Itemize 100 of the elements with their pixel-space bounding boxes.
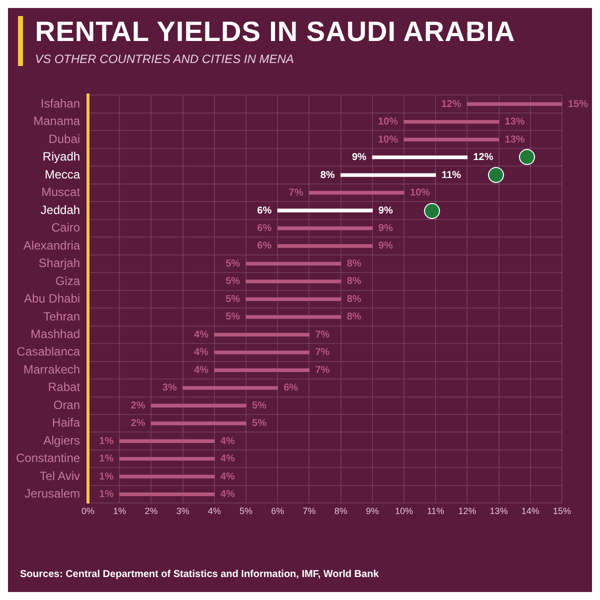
x-tick-label: 9%	[366, 506, 379, 516]
annotation: 11%	[442, 170, 462, 181]
annotation: 6%	[257, 240, 272, 252]
x-tick-label: 2%	[144, 506, 158, 516]
bar	[308, 190, 404, 195]
bar	[340, 173, 436, 177]
annotation: 9%	[378, 240, 393, 252]
annotation: 9%	[378, 205, 393, 216]
annotation: 13%	[504, 116, 525, 128]
y-tick-label: Algiers	[43, 433, 80, 448]
annotation: 12%	[473, 152, 494, 164]
x-tick-label: 1%	[113, 506, 126, 516]
annotation: 4%	[220, 471, 235, 482]
y-tick-label: Jerusalem	[24, 486, 80, 501]
annotation: 7%	[315, 364, 330, 376]
annotation: 8%	[346, 276, 362, 288]
y-tick-label: Tel Aviv	[40, 468, 80, 483]
annotation: 4%	[194, 347, 209, 358]
x-tick-label: 13%	[490, 506, 508, 516]
bar	[246, 262, 342, 266]
annotation: 5%	[226, 312, 240, 323]
annotation: 4%	[220, 489, 235, 500]
annotation: 5%	[252, 400, 267, 412]
annotation: 10%	[378, 116, 398, 128]
annotation: 4%	[220, 454, 235, 465]
chart-title: RENTAL YIELDS IN SAUDI ARABIA	[35, 16, 516, 48]
annotation: 13%	[504, 134, 525, 146]
x-tick-label: 12%	[458, 506, 476, 516]
bar	[150, 404, 246, 408]
x-tick-label: 5%	[240, 506, 253, 516]
y-tick-label: Marrakech	[23, 362, 80, 376]
annotation: 6%	[257, 222, 272, 234]
annotation: 7%	[288, 188, 304, 199]
y-tick-label: Cairo	[51, 220, 80, 235]
annotation: 1%	[99, 436, 114, 447]
x-tick-label: 8%	[334, 506, 348, 516]
y-tick-label: Alexandria	[23, 238, 80, 252]
annotation: 8%	[346, 312, 362, 323]
bar	[119, 474, 215, 478]
y-tick-label: Constantine	[16, 451, 80, 466]
bar	[119, 439, 215, 443]
annotation: 5%	[226, 276, 240, 288]
bar	[214, 368, 310, 372]
annotation: 1%	[99, 454, 114, 465]
y-tick-label: Oran	[53, 398, 80, 412]
annotation: 6%	[257, 205, 272, 216]
x-tick-label: 10%	[395, 506, 414, 516]
bar	[246, 280, 342, 284]
y-tick-label: Jeddah	[40, 202, 80, 217]
bar	[372, 155, 468, 160]
bar	[277, 208, 373, 212]
y-tick-label: Riyadh	[42, 150, 80, 164]
bar	[182, 386, 278, 390]
bar	[119, 492, 215, 496]
annotation: 7%	[315, 329, 330, 340]
y-tick-label: Muscat	[41, 185, 81, 200]
annotation: 2%	[130, 400, 146, 412]
y-tick-label: Rabat	[48, 380, 81, 394]
bar	[466, 102, 562, 106]
bar	[214, 332, 310, 337]
y-tick-label: Haifa	[52, 416, 80, 430]
y-tick-label: Isfahan	[40, 96, 80, 110]
annotation: 7%	[315, 347, 330, 358]
annotation: 4%	[194, 364, 209, 376]
y-tick-label: Tehran	[43, 309, 80, 324]
annotation: 5%	[226, 294, 240, 305]
bar	[404, 138, 500, 142]
annotation: 5%	[252, 418, 267, 430]
annotation: 9%	[352, 152, 367, 164]
annotation: 8%	[346, 294, 362, 305]
x-tick-label: 0%	[82, 506, 95, 516]
bar	[246, 315, 342, 319]
y-tick-label: Manama	[33, 114, 80, 128]
annotation: 10%	[378, 134, 398, 146]
x-tick-label: 3%	[176, 506, 190, 516]
x-tick-label: 7%	[302, 506, 316, 516]
annotation: 10%	[410, 188, 430, 199]
bar	[214, 350, 310, 354]
x-tick-label: 4%	[208, 506, 221, 516]
bar	[404, 120, 500, 124]
bar	[277, 244, 373, 248]
x-tick-label: 15%	[552, 506, 572, 516]
annotation: 8%	[320, 170, 335, 181]
bar	[150, 422, 246, 426]
annotation: 1%	[99, 471, 114, 482]
chart-subtitle: VS OTHER COUNTRIES AND CITIES IN MENA	[35, 52, 295, 66]
annotation: 1%	[99, 489, 114, 500]
annotation: 8%	[346, 258, 362, 270]
x-tick-label: 11%	[426, 506, 444, 516]
annotation: 3%	[162, 382, 177, 394]
annotation: 9%	[378, 222, 393, 234]
annotation: 5%	[226, 258, 240, 270]
y-tick-label: Casablanca	[16, 344, 80, 359]
y-tick-label: Mashhad	[30, 326, 80, 341]
annotation: 6%	[284, 382, 298, 394]
source-note: Sources: Central Department of Statistics and Information, IMF, World Bank	[20, 569, 379, 580]
annotation: 4%	[194, 329, 209, 340]
y-tick-label: Abu Dhabi	[24, 292, 80, 306]
y-tick-label: Giza	[55, 274, 80, 288]
bar	[277, 226, 373, 230]
